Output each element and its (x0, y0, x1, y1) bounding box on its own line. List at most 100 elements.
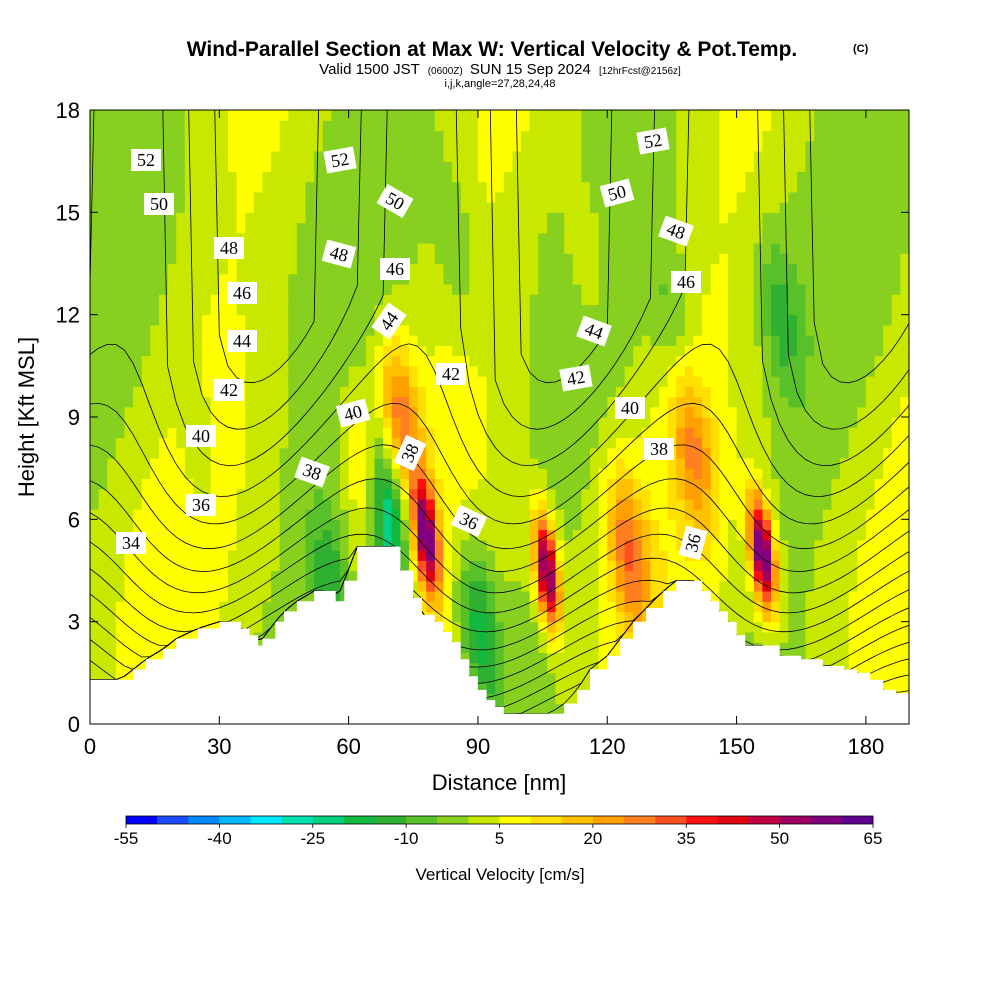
velocity-cell (279, 110, 289, 121)
velocity-cell (115, 631, 126, 643)
velocity-cell (417, 406, 427, 418)
velocity-cell (391, 150, 401, 162)
velocity-cell (590, 468, 600, 479)
velocity-cell (227, 181, 238, 193)
velocity-cell (607, 345, 617, 357)
velocity-cell (374, 150, 384, 162)
velocity-cell (624, 601, 634, 613)
velocity-cell (452, 488, 462, 500)
velocity-cell (133, 232, 143, 244)
velocity-cell (357, 150, 367, 162)
velocity-cell (529, 140, 539, 152)
velocity-cell (348, 365, 358, 377)
velocity-cell (236, 417, 246, 428)
velocity-cell (512, 263, 522, 275)
velocity-cell (564, 396, 574, 408)
velocity-cell (184, 191, 195, 203)
velocity-cell (719, 417, 729, 428)
velocity-cell (555, 283, 565, 295)
velocity-cell (495, 222, 505, 234)
velocity-cell (322, 120, 332, 132)
velocity-cell (633, 263, 643, 275)
velocity-cell (400, 560, 410, 572)
velocity-cell (279, 232, 289, 244)
velocity-cell (383, 345, 393, 357)
velocity-cell (529, 468, 539, 479)
velocity-cell (503, 202, 514, 213)
velocity-cell (176, 590, 186, 602)
velocity-cell (452, 621, 462, 633)
velocity-cell (779, 396, 789, 408)
velocity-cell (607, 570, 617, 582)
chart-title: Wind-Parallel Section at Max W: Vertical… (187, 38, 798, 61)
velocity-cell (546, 621, 557, 633)
velocity-cell (383, 498, 393, 510)
velocity-cell (555, 642, 565, 653)
velocity-cell (408, 191, 419, 203)
velocity-cell (469, 601, 479, 613)
velocity-cell (538, 601, 548, 613)
velocity-cell (331, 570, 341, 582)
velocity-cell (753, 110, 764, 121)
velocity-cell (529, 570, 539, 582)
velocity-cell (521, 683, 531, 694)
velocity-cell (383, 232, 393, 244)
velocity-cell (115, 396, 126, 408)
velocity-cell (736, 519, 746, 531)
velocity-cell (590, 355, 600, 367)
velocity-cell (357, 447, 367, 459)
velocity-cell (598, 498, 608, 510)
velocity-cell (271, 386, 281, 398)
velocity-cell (331, 263, 341, 275)
velocity-cell (227, 130, 238, 142)
velocity-cell (676, 253, 686, 265)
velocity-cell (374, 140, 384, 152)
velocity-cell (469, 652, 479, 664)
velocity-cell (529, 437, 539, 449)
velocity-cell (745, 478, 755, 490)
velocity-cell (727, 243, 738, 254)
velocity-cell (521, 355, 531, 367)
velocity-cell (555, 150, 565, 162)
velocity-cell (202, 181, 212, 193)
velocity-cell (779, 294, 789, 306)
velocity-cell (624, 294, 634, 306)
velocity-cell (779, 355, 789, 367)
velocity-cell (771, 355, 781, 367)
velocity-cell (331, 376, 341, 387)
velocity-cell (288, 324, 298, 336)
velocity-cell (693, 376, 703, 387)
velocity-cell (581, 570, 591, 582)
velocity-cell (624, 130, 634, 142)
velocity-cell (564, 509, 574, 520)
velocity-cell (253, 283, 264, 295)
velocity-cell (736, 191, 746, 203)
velocity-cell (124, 212, 134, 224)
velocity-cell (158, 324, 169, 336)
velocity-cell (227, 519, 238, 531)
velocity-cell (115, 335, 126, 346)
velocity-cell (279, 212, 289, 224)
velocity-cell (383, 161, 393, 172)
velocity-cell (538, 703, 548, 715)
velocity-cell (141, 570, 151, 582)
velocity-cell (227, 601, 238, 613)
velocity-cell (633, 140, 643, 152)
velocity-cell (572, 478, 582, 490)
velocity-cell (684, 324, 695, 336)
velocity-cell (771, 150, 781, 162)
velocity-cell (572, 621, 582, 633)
velocity-cell (150, 498, 160, 510)
velocity-cell (115, 560, 126, 572)
velocity-cell (555, 171, 565, 183)
velocity-cell (503, 457, 514, 469)
velocity-cell (305, 212, 315, 224)
velocity-cell (357, 457, 367, 469)
velocity-cell (417, 110, 427, 121)
velocity-cell (736, 478, 746, 490)
velocity-cell (590, 253, 600, 265)
velocity-cell (564, 304, 574, 316)
velocity-cell (684, 355, 695, 367)
velocity-cell (90, 478, 100, 490)
velocity-cell (383, 529, 393, 541)
